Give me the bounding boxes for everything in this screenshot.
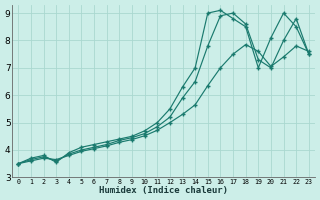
- X-axis label: Humidex (Indice chaleur): Humidex (Indice chaleur): [99, 186, 228, 195]
